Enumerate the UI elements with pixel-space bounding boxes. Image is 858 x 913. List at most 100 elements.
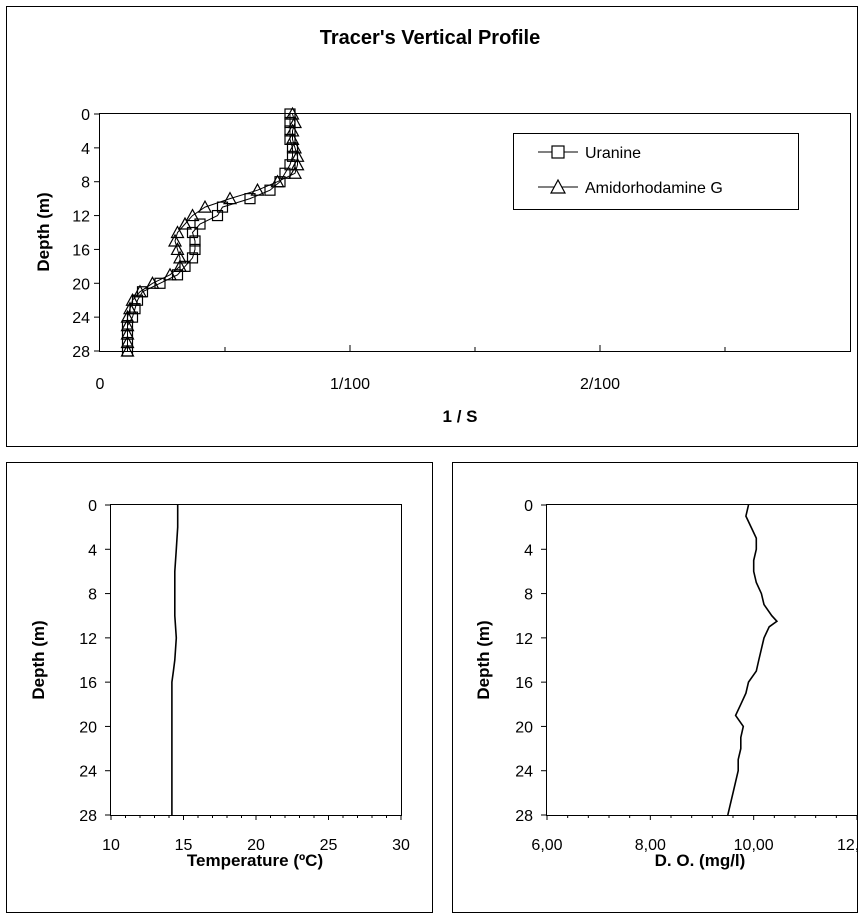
tracer-x-axis-label: 1 / S: [443, 407, 478, 426]
amidorhodamine-point: [132, 284, 148, 298]
y-tick-label: 0: [524, 498, 533, 515]
uranine-point: [211, 209, 224, 222]
amidorhodamine-point: [287, 140, 303, 154]
y-tick-label: 24: [515, 764, 533, 781]
legend-marker-uranine: [551, 145, 565, 159]
uranine-point: [189, 235, 201, 247]
y-tick-label: 0: [81, 107, 90, 124]
amidorhodamine-point: [120, 318, 135, 332]
y-tick-label: 4: [524, 542, 533, 559]
y-tick-label: 12: [79, 631, 97, 648]
bottom-left-panel-frame: [6, 462, 433, 913]
uranine-point: [194, 218, 206, 230]
legend-box: [513, 133, 799, 210]
amidorhodamine-point: [172, 259, 188, 272]
amidorhodamine-point: [270, 174, 285, 188]
y-tick-label: 20: [79, 719, 97, 736]
amidorhodamine-point: [120, 343, 135, 357]
x-tick-label: 25: [320, 837, 338, 854]
amidorhodamine-point: [250, 182, 265, 196]
amidorhodamine-point: [120, 309, 135, 323]
uranine-point: [189, 243, 201, 256]
uranine-point: [154, 277, 166, 289]
legend-label-amidorhodamine: Amidorhodamine G: [585, 180, 723, 197]
tracer-legend: Uranine Amidorhodamine G: [513, 133, 799, 210]
amidorhodamine-point: [285, 106, 300, 120]
amidorhodamine-point: [122, 301, 138, 315]
do-y-axis-label: Depth (m): [474, 620, 493, 699]
temperature-y-axis-label: Depth (m): [29, 620, 48, 699]
x-tick-label: 20: [247, 837, 265, 854]
amidorhodamine-point: [167, 233, 183, 247]
amidorhodamine-point: [120, 326, 135, 340]
temperature-chart: Temperature (ºC) Depth (m) 0 4 8 12 16 20 24 28…: [29, 498, 410, 870]
uranine-point: [186, 252, 199, 264]
legend-label-uranine: Uranine: [585, 145, 641, 162]
uranine-point: [171, 269, 184, 281]
amidorhodamine-point: [172, 250, 188, 264]
x-tick-label: 2/100: [580, 376, 620, 393]
temperature-x-axis-label: Temperature (ºC): [187, 851, 323, 870]
y-tick-label: 16: [515, 675, 533, 692]
uranine-line: [127, 114, 293, 351]
temperature-line: [171, 505, 179, 815]
y-tick-label: 28: [72, 344, 90, 361]
amidorhodamine-line: [127, 113, 298, 351]
y-tick-label: 0: [88, 498, 97, 515]
y-tick-label: 4: [81, 141, 90, 158]
amidorhodamine-point: [162, 267, 178, 281]
top-panel-frame: [6, 6, 858, 447]
tracer-chart: Tracer's Vertical Profile 1 / S Depth (m…: [34, 27, 851, 426]
amidorhodamine-point: [222, 191, 238, 205]
tracer-chart-title: Tracer's Vertical Profile: [320, 27, 540, 49]
amidorhodamine-point: [170, 242, 185, 256]
x-tick-label: 6,00: [531, 837, 562, 854]
y-tick-label: 16: [72, 242, 90, 259]
amidorhodamine-point: [290, 157, 305, 171]
x-tick-label: 0: [96, 376, 105, 393]
y-tick-label: 24: [79, 764, 97, 781]
amidorhodamine-point: [285, 123, 300, 137]
x-tick-label: 10: [102, 837, 120, 854]
y-tick-label: 20: [515, 719, 533, 736]
amidorhodamine-point: [125, 292, 140, 306]
x-tick-label: 1/100: [330, 376, 370, 393]
x-tick-label: 15: [175, 837, 193, 854]
y-tick-label: 28: [79, 808, 97, 825]
amidorhodamine-point: [177, 216, 193, 230]
x-tick-label: 8,00: [635, 837, 666, 854]
x-tick-label: 30: [392, 837, 410, 854]
amidorhodamine-point: [287, 115, 303, 129]
do-line: [727, 504, 779, 816]
y-tick-label: 8: [524, 587, 533, 604]
legend-marker-amidorhodamine: [549, 178, 567, 194]
do-chart: D. O. (mg/l) Depth (m) 0 4 8 12 16 20 24 28 6,0…: [474, 498, 858, 870]
amidorhodamine-point: [170, 225, 185, 239]
temperature-plot-area: [110, 504, 402, 816]
x-tick-label: 12,00: [837, 837, 858, 854]
y-tick-label: 28: [515, 808, 533, 825]
do-x-axis-label: D. O. (mg/l): [655, 851, 746, 870]
uranine-point: [244, 193, 256, 205]
amidorhodamine-point: [185, 208, 200, 222]
y-tick-label: 4: [88, 542, 97, 559]
x-tick-label: 10,00: [734, 837, 774, 854]
tracer-plot-area: [99, 113, 851, 352]
amidorhodamine-point: [120, 335, 135, 349]
amidorhodamine-point: [285, 132, 300, 145]
y-tick-label: 12: [515, 631, 533, 648]
y-tick-label: 8: [81, 175, 90, 192]
uranine-point: [186, 226, 199, 239]
y-tick-label: 12: [72, 209, 90, 226]
amidorhodamine-point: [197, 199, 213, 213]
y-tick-label: 20: [72, 276, 90, 293]
amidorhodamine-point: [145, 276, 160, 289]
do-plot-area: [546, 504, 858, 816]
y-tick-label: 24: [72, 310, 90, 327]
y-tick-label: 16: [79, 675, 97, 692]
y-tick-label: 8: [88, 587, 97, 604]
amidorhodamine-point: [290, 149, 305, 162]
tracer-y-axis-label: Depth (m): [34, 192, 53, 271]
amidorhodamine-point: [287, 165, 303, 179]
